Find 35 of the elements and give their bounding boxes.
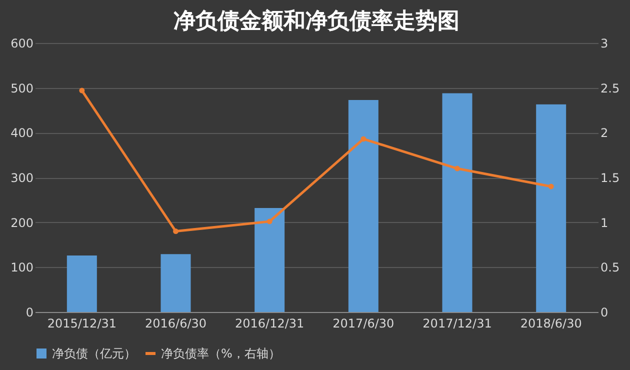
point [79,88,85,94]
bar [536,104,566,312]
x-tick-label: 2017/6/30 [332,316,394,330]
y2-tick-label: 1 [600,216,608,230]
x-tick-label: 2016/6/30 [144,316,207,330]
y2-tick-label: 0.5 [600,260,620,275]
point [454,166,460,172]
y2-tick-label: 3 [600,36,608,50]
y-tick-label: 400 [10,126,34,140]
y2-tick-label: 0 [600,306,608,320]
y-tick-label: 600 [10,36,34,50]
bar [254,208,285,312]
bar [442,93,472,312]
chart-title: 净负债金额和净负债率走势图 [174,8,460,34]
legend-label: 净负债率（%，右轴） [161,346,280,360]
point [266,218,272,224]
x-tick-label: 2016/12/31 [234,316,304,330]
x-tick-label: 2015/12/31 [47,316,117,330]
y-tick-label: 0 [26,306,34,320]
y-tick-label: 500 [10,81,34,96]
point [173,228,178,234]
y-tick-label: 100 [10,260,34,275]
y-tick-label: 200 [10,216,34,230]
y2-tick-label: 2 [600,126,608,140]
x-tick-label: 2018/6/30 [520,316,582,330]
y2-tick-label: 1.5 [600,171,620,185]
x-tick-label: 2017/12/31 [422,316,492,330]
point [360,136,366,142]
point [548,184,554,190]
y-tick-label: 300 [10,171,34,185]
bar [348,100,378,312]
y2-tick-label: 2.5 [600,81,620,96]
legend-label: 净负债（亿元） [52,346,136,360]
bar [160,254,191,312]
bar [66,256,97,312]
